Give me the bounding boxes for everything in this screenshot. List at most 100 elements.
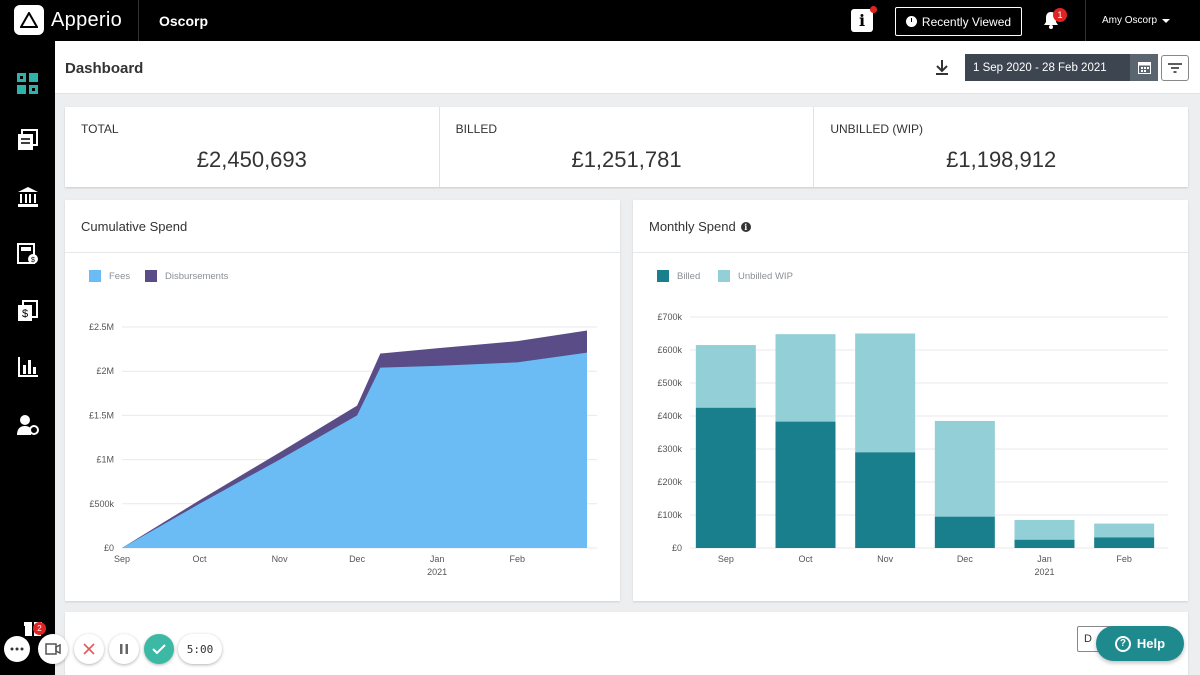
- kpi-unbilled: UNBILLED (WIP) £1,198,912: [814, 107, 1188, 187]
- svg-text:$: $: [22, 308, 28, 320]
- x-tick-label: Feb: [1116, 554, 1132, 564]
- gift-badge: 2: [33, 622, 46, 635]
- kpi-label: UNBILLED (WIP): [830, 122, 924, 136]
- legend-swatch: [145, 270, 157, 282]
- organization-name: Oscorp: [159, 13, 209, 29]
- app-logo[interactable]: Apperio: [14, 5, 122, 35]
- svg-text:$: $: [31, 257, 35, 264]
- bar-billed-feb: [1094, 537, 1155, 548]
- monthly-spend-chart: £0 £100k £200k £300k £400k £500k £600k £700k Sep…: [657, 312, 1168, 577]
- info-icon[interactable]: i: [740, 221, 751, 232]
- x-tick-label: Oct: [192, 554, 207, 564]
- user-menu[interactable]: Amy Oscorp: [1102, 15, 1171, 26]
- x-tick-label: Nov: [877, 554, 894, 564]
- bar-unbilled-oct: [775, 334, 836, 422]
- info-button[interactable]: i: [851, 9, 873, 32]
- clock-icon: [905, 16, 917, 27]
- chevron-down-icon: [1162, 18, 1171, 23]
- x-sublabel: 2021: [1034, 567, 1054, 577]
- date-range-picker[interactable]: 1 Sep 2020 - 28 Feb 2021: [965, 54, 1158, 81]
- calendar-icon[interactable]: [1130, 54, 1158, 81]
- legend-item[interactable]: Unbilled WIP: [718, 270, 793, 282]
- x-tick-label: Sep: [114, 554, 130, 564]
- x-tick-label: Nov: [272, 554, 289, 564]
- y-tick-label: £0: [104, 543, 114, 553]
- cumulative-spend-chart: £0 £500k £1M £1.5M £2M £2.5M Sep Oct Nov Dec Jan Fe…: [89, 322, 597, 577]
- help-label: Help: [1136, 636, 1166, 651]
- x-tick-label: Dec: [349, 554, 366, 564]
- more-options-icon[interactable]: [4, 636, 30, 662]
- kpi-value: £1,198,912: [946, 147, 1057, 172]
- divider: [1085, 0, 1086, 41]
- kpi-summary: TOTAL £2,450,693 BILLED £1,251,781 UNBIL…: [65, 107, 1188, 187]
- legend-label: Fees: [109, 270, 131, 282]
- bar-billed-oct: [775, 421, 836, 548]
- bar-chart-icon[interactable]: [17, 356, 39, 378]
- y-tick-label: £300k: [657, 444, 682, 454]
- app-name: Apperio: [51, 8, 123, 31]
- divider: [138, 0, 139, 41]
- bank-icon[interactable]: [17, 186, 39, 208]
- bar-unbilled-dec: [934, 420, 995, 517]
- page-title: Dashboard: [65, 60, 144, 77]
- bar-unbilled-nov: [855, 333, 916, 453]
- top-bar: Apperio Oscorp i Recently Viewed 1 Amy O…: [0, 0, 1200, 41]
- legend-swatch: [657, 270, 669, 282]
- kpi-billed: BILLED £1,251,781: [440, 107, 815, 187]
- x-tick-label: Oct: [798, 554, 813, 564]
- sidebar: $ $: [0, 41, 55, 675]
- notification-badge: 1: [1053, 8, 1067, 22]
- legend-label: Unbilled WIP: [738, 270, 793, 282]
- card-title: Cumulative Spend: [81, 219, 188, 234]
- dashboard-icon[interactable]: [17, 73, 39, 95]
- recently-viewed-label: Recently Viewed: [921, 14, 1012, 29]
- kpi-label: TOTAL: [81, 122, 119, 136]
- bottom-card: D: [65, 612, 1188, 675]
- pause-icon[interactable]: [109, 634, 139, 664]
- question-icon: ?: [1114, 635, 1131, 652]
- x-tick-label: Feb: [509, 554, 525, 564]
- bar-unbilled-jan: [1014, 519, 1075, 540]
- y-tick-label: £1M: [96, 455, 114, 465]
- y-tick-label: £200k: [657, 477, 682, 487]
- user-name: Amy Oscorp: [1102, 15, 1158, 26]
- recording-timer: 5:00: [178, 634, 222, 664]
- invoice-icon[interactable]: $: [17, 300, 39, 322]
- help-button[interactable]: ? Help: [1096, 626, 1184, 661]
- fees-area: [122, 352, 587, 548]
- bar-billed-jan: [1014, 539, 1075, 548]
- page-header: Dashboard 1 Sep 2020 - 28 Feb 2021: [55, 41, 1200, 94]
- check-icon[interactable]: [144, 634, 174, 664]
- x-tick-label: Sep: [718, 554, 734, 564]
- bar-unbilled-feb: [1094, 523, 1155, 538]
- y-tick-label: £500k: [89, 499, 114, 509]
- legend-item[interactable]: Disbursements: [145, 270, 228, 282]
- close-icon[interactable]: [74, 634, 104, 664]
- bar-billed-sep: [695, 407, 756, 548]
- y-tick-label: £600k: [657, 345, 682, 355]
- filter-icon: [1168, 63, 1182, 73]
- x-tick-label: Dec: [957, 554, 974, 564]
- kpi-total: TOTAL £2,450,693: [65, 107, 440, 187]
- y-tick-label: £0: [672, 543, 682, 553]
- legend-item[interactable]: Fees: [89, 270, 130, 282]
- y-tick-label: £100k: [657, 510, 682, 520]
- documents-icon[interactable]: [17, 129, 39, 151]
- x-tick-label: Jan: [1037, 554, 1052, 564]
- legend-item[interactable]: Billed: [657, 270, 700, 282]
- cumulative-spend-card: Cumulative Spend Fees Disbursements £0 £5…: [65, 200, 620, 601]
- user-settings-icon[interactable]: [17, 414, 39, 436]
- kpi-value: £2,450,693: [196, 147, 307, 172]
- apperio-logo-icon: [14, 5, 44, 35]
- kpi-value: £1,251,781: [571, 147, 682, 172]
- y-tick-label: £500k: [657, 378, 682, 388]
- date-range-value: 1 Sep 2020 - 28 Feb 2021: [973, 61, 1107, 74]
- card-title: Monthly Spend i: [649, 219, 751, 234]
- recently-viewed-button[interactable]: Recently Viewed: [895, 7, 1022, 36]
- legend-label: Disbursements: [165, 270, 229, 282]
- divider: [65, 252, 620, 253]
- download-icon[interactable]: [935, 59, 949, 80]
- camera-icon[interactable]: [38, 634, 68, 664]
- filter-button[interactable]: [1161, 55, 1189, 81]
- calculator-icon[interactable]: $: [17, 243, 39, 265]
